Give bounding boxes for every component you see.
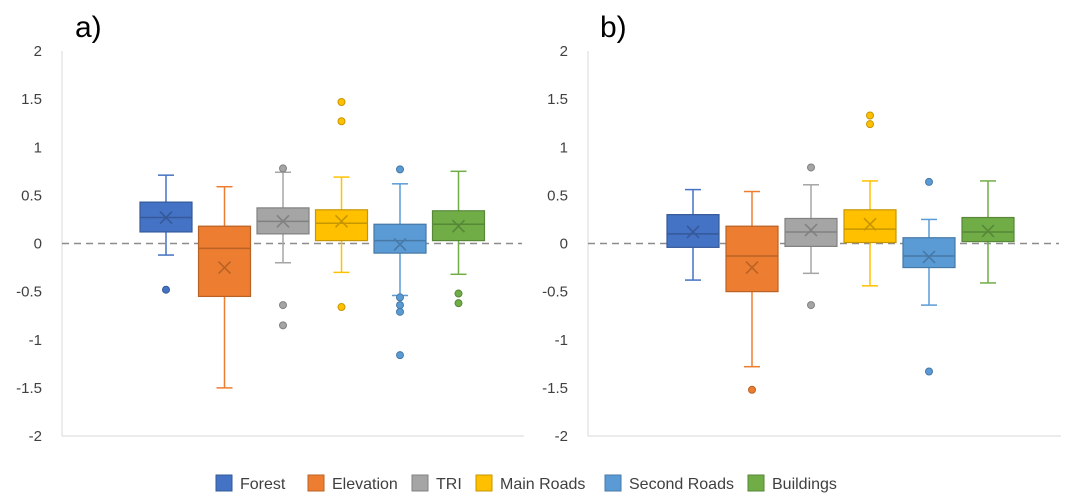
box-buildings	[961, 180, 1015, 284]
legend-swatch	[747, 474, 765, 492]
legend-label: Elevation	[332, 476, 398, 493]
outlier-point	[279, 321, 287, 330]
mean-marker	[217, 260, 232, 275]
panel-b: b) 2 1.5 1 0.5 0 -0.5 -1 -1.5 -2	[542, 11, 1061, 445]
interquartile-box	[314, 209, 369, 242]
y-tick-label: -1.5	[542, 380, 568, 397]
legend-label: Main Roads	[500, 476, 585, 493]
mean-marker	[981, 224, 995, 238]
interquartile-box	[902, 237, 956, 269]
outlier-point	[396, 307, 404, 316]
y-tick-label: 2	[560, 43, 568, 60]
interquartile-box	[197, 225, 252, 298]
legend-item: Elevation	[307, 474, 398, 493]
outlier-point	[279, 301, 287, 310]
outlier-point	[337, 117, 346, 126]
outlier-point	[807, 163, 815, 172]
mean-marker	[863, 217, 877, 231]
mean-marker	[276, 214, 290, 228]
legend-item: Second Roads	[604, 474, 734, 493]
outlier-point	[337, 98, 346, 107]
outlier-point	[454, 299, 463, 308]
outlier-point	[866, 120, 874, 129]
outlier-point	[396, 165, 404, 174]
y-tick-label: -1.5	[16, 380, 42, 397]
y-tick-label: 1.5	[547, 91, 568, 108]
y-tick-label: 1	[34, 139, 42, 156]
y-tick-label: 0.5	[547, 187, 568, 204]
y-tick-label: -2	[555, 428, 568, 445]
mean-marker	[804, 223, 818, 237]
outlier-point	[454, 289, 463, 298]
outlier-point	[396, 293, 404, 302]
legend-label: Forest	[240, 476, 286, 493]
legend-swatch	[215, 474, 233, 492]
mean-marker	[334, 214, 349, 228]
outlier-point	[162, 285, 170, 294]
y-tick-label: -2	[29, 428, 42, 445]
legend-label: Buildings	[772, 476, 837, 493]
y-tick-label: 2	[34, 43, 42, 60]
legend-item: Buildings	[747, 474, 837, 493]
box-tri	[256, 164, 310, 330]
y-tick-label: 1.5	[21, 91, 42, 108]
box-second-roads	[373, 165, 427, 360]
panel-label-b: b)	[600, 11, 627, 44]
interquartile-box	[843, 209, 897, 244]
box-buildings	[431, 170, 486, 308]
y-tick-label: 0	[560, 236, 568, 253]
outlier-point	[807, 301, 815, 310]
y-tick-label: 0.5	[21, 187, 42, 204]
mean-marker	[922, 250, 936, 264]
legend-swatch	[604, 474, 622, 492]
outlier-point	[925, 367, 933, 376]
box-second-roads	[902, 177, 956, 376]
legend-swatch	[411, 474, 429, 492]
outlier-point	[337, 303, 346, 312]
outlier-point	[866, 111, 874, 120]
box-elevation	[725, 190, 779, 394]
interquartile-box	[373, 223, 427, 254]
outlier-point	[925, 177, 933, 186]
legend-swatch	[307, 474, 325, 492]
legend-item: Forest	[215, 474, 286, 493]
y-tick-label: -1	[555, 332, 568, 349]
legend-item: TRI	[411, 474, 462, 493]
y-tick-label: 1	[560, 139, 568, 156]
outlier-point	[748, 385, 756, 394]
legend-label: TRI	[436, 476, 462, 493]
box-main-roads	[314, 98, 369, 312]
interquartile-box	[961, 216, 1015, 243]
y-tick-label: 0	[34, 236, 42, 253]
mean-marker	[451, 219, 466, 233]
legend: Forest Elevation TRI Main Roads Second Roads…	[215, 474, 837, 493]
mean-marker	[159, 210, 173, 225]
legend-swatch	[475, 474, 493, 492]
mean-marker	[393, 237, 407, 252]
mean-marker	[686, 225, 700, 239]
outlier-point	[279, 164, 287, 173]
box-elevation	[197, 185, 252, 389]
legend-label: Second Roads	[629, 476, 734, 493]
box-forest	[139, 174, 193, 294]
outlier-point	[396, 351, 404, 360]
outlier-point	[396, 301, 404, 310]
y-tick-label: -0.5	[542, 284, 568, 301]
y-tick-label: -1	[29, 332, 42, 349]
box-forest	[666, 188, 720, 281]
panel-a: a) 2 1.5 1 0.5 0 -0.5 -1 -1.5 -2	[16, 11, 524, 445]
interquartile-box	[725, 225, 779, 293]
y-tick-label: -0.5	[16, 284, 42, 301]
mean-marker	[745, 260, 759, 275]
box-tri	[784, 163, 838, 310]
box-main-roads	[843, 111, 897, 287]
panel-label-a: a)	[75, 11, 102, 44]
legend-item: Main Roads	[475, 474, 585, 493]
